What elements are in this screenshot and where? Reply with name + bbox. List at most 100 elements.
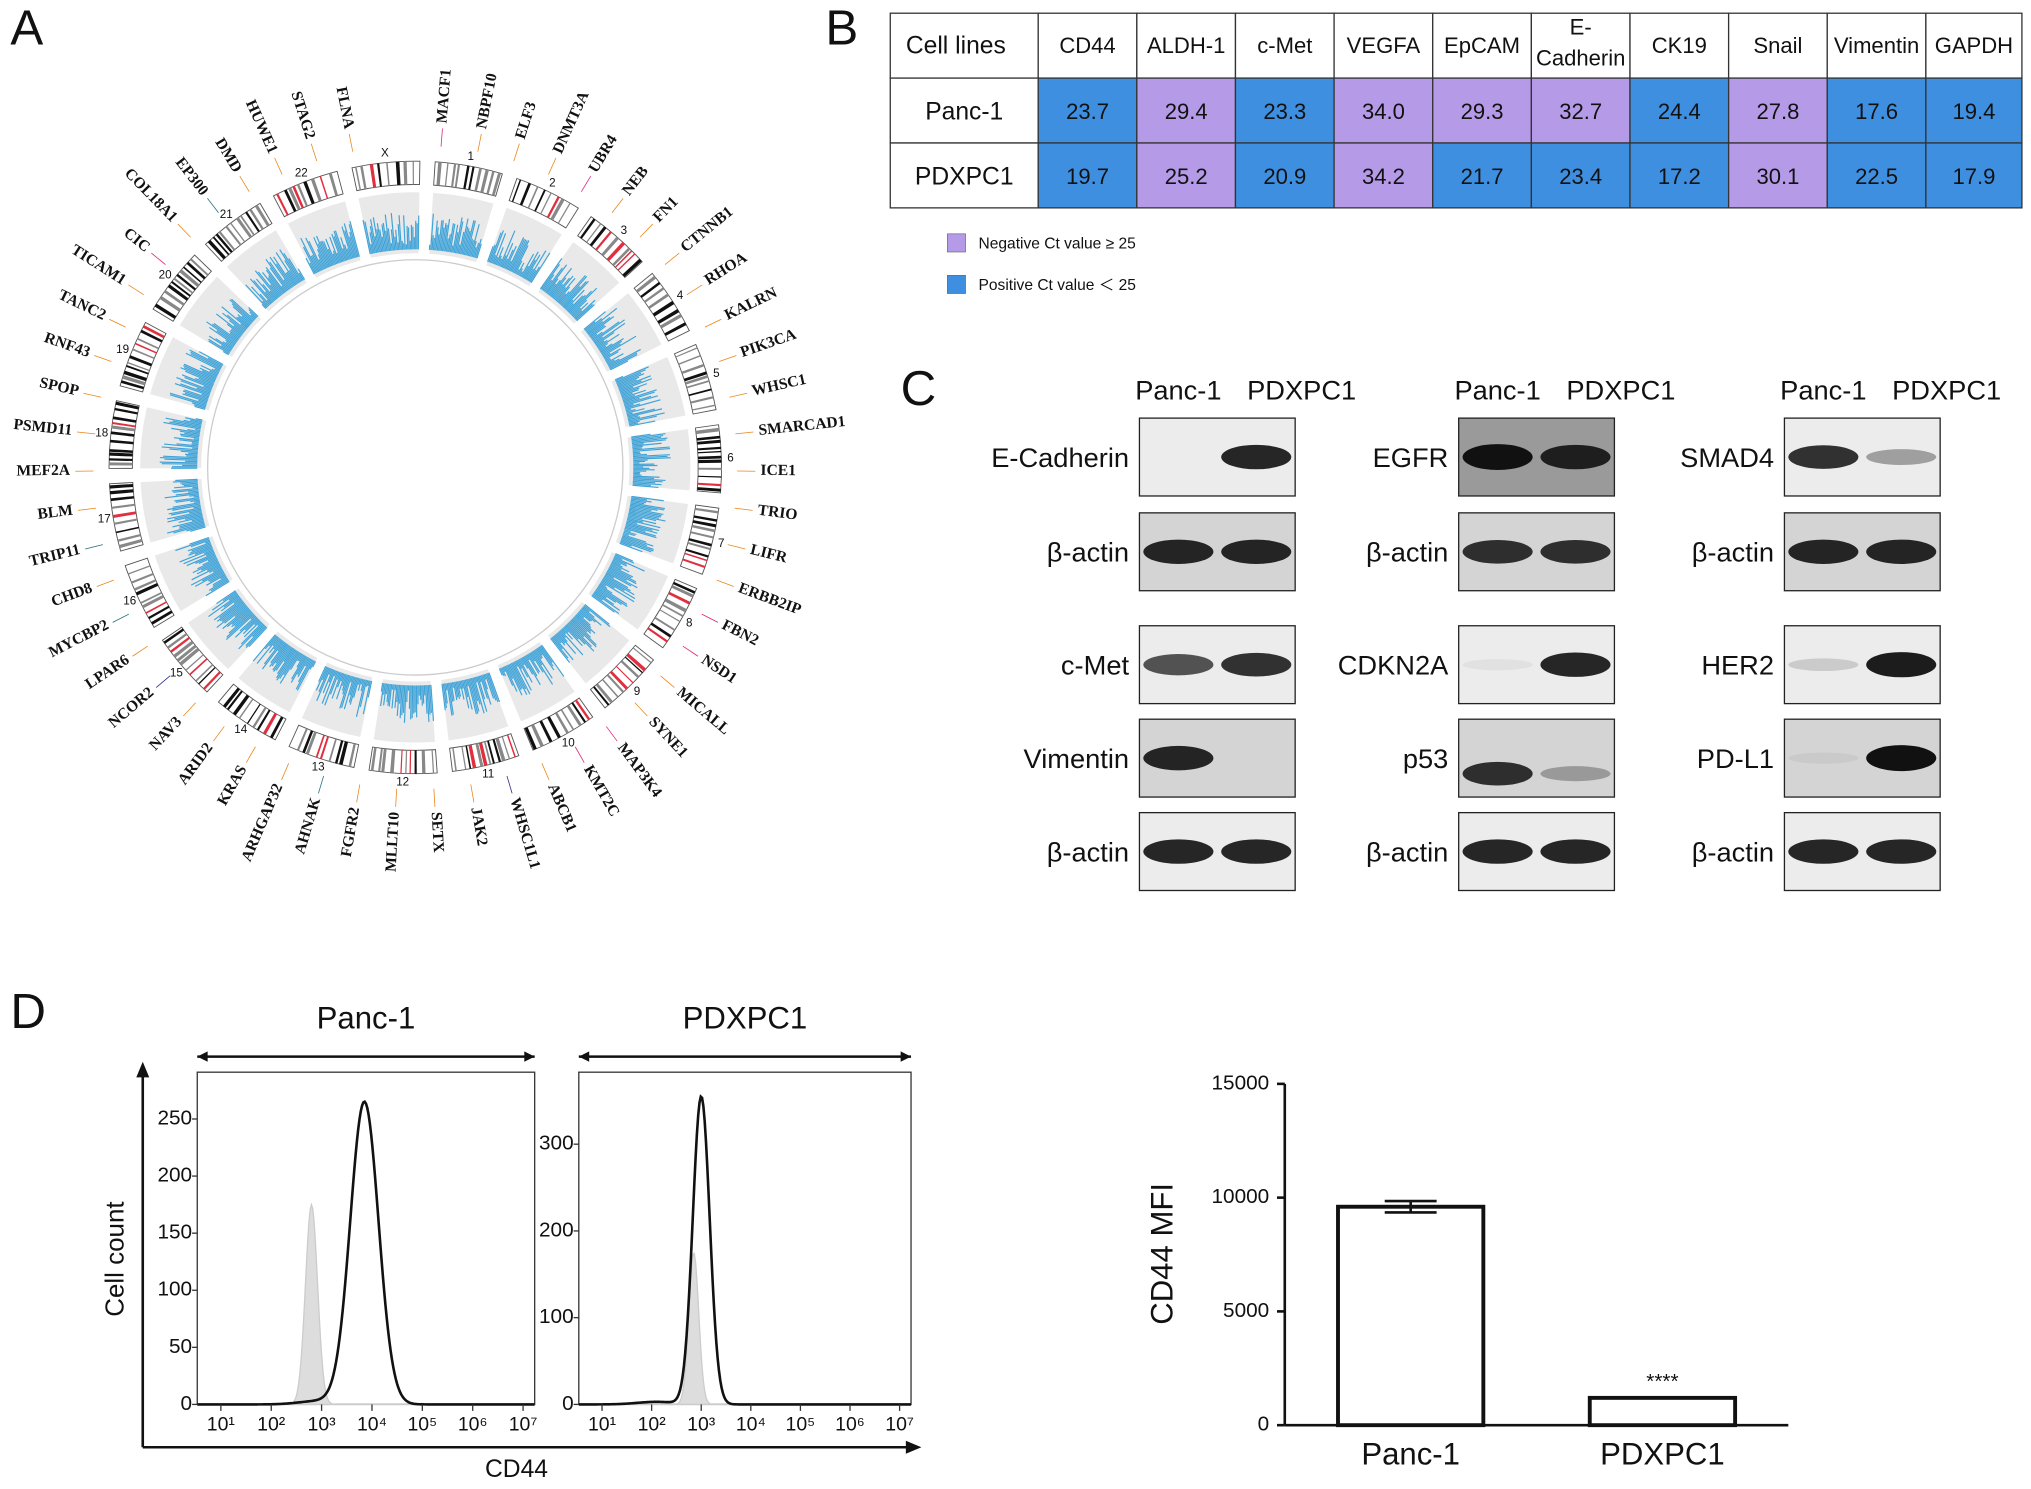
- cnv-bar: [337, 672, 344, 688]
- cnv-bar: [323, 241, 334, 266]
- cnv-bar: [491, 254, 497, 264]
- y-tick-label: 250: [157, 1106, 192, 1129]
- cnv-bar: [212, 567, 222, 573]
- gene-label: WHSC1: [750, 371, 808, 400]
- cnv-bar: [209, 572, 226, 583]
- cnv-bar: [178, 516, 204, 524]
- cnv-bar: [225, 613, 255, 640]
- x-tick-label: 10²: [638, 1413, 667, 1435]
- cnv-bar: [526, 268, 534, 281]
- cnv-bar: [583, 605, 611, 628]
- cnv-bar: [459, 680, 465, 700]
- cnv-bar: [508, 238, 526, 271]
- chromosome-label: 10: [562, 736, 575, 749]
- band: [110, 431, 135, 437]
- band: [606, 674, 625, 693]
- cnv-bar: [631, 436, 662, 442]
- band: [183, 266, 202, 283]
- y-tick-label: 0: [1258, 1413, 1270, 1436]
- cnv-bar: [341, 675, 352, 708]
- table-cell: [1727, 77, 1828, 144]
- cnv-bar: [612, 560, 621, 566]
- cnv-bar: [471, 240, 477, 258]
- cnv-bar: [590, 333, 598, 340]
- gene-label: JAK2: [467, 806, 490, 847]
- cnv-bar: [187, 541, 211, 552]
- cnv-bar: [308, 240, 324, 271]
- band: [451, 163, 457, 188]
- cnv-bar: [591, 331, 603, 341]
- cnv-bar: [298, 654, 304, 662]
- cnv-bar: [631, 439, 666, 445]
- cnv-bar: [620, 383, 648, 394]
- band: [403, 161, 408, 185]
- cnv-bar: [286, 271, 297, 286]
- gene-label: UBR4: [585, 132, 621, 176]
- cnv-bar: [288, 258, 303, 282]
- cnv-bar: [604, 575, 631, 592]
- cnv-bar: [240, 323, 248, 330]
- cnv-bar: [174, 512, 203, 520]
- cnv-bar: [216, 590, 236, 605]
- cnv-bar: [193, 404, 206, 409]
- x-tick-label: 10⁴: [357, 1413, 387, 1435]
- cnv-bar: [467, 678, 477, 715]
- cnv-bar: [510, 662, 528, 696]
- cnv-bar: [298, 658, 312, 683]
- band: [678, 354, 701, 365]
- cnv-bar: [521, 657, 529, 669]
- cnv-bar: [430, 684, 435, 721]
- cnv-bar: [613, 556, 645, 572]
- gene-leader: [207, 198, 219, 213]
- band: [148, 605, 170, 620]
- y-axis-label: CD44 MFI: [1144, 1183, 1179, 1325]
- band: [501, 736, 511, 760]
- cnv-bar: [615, 369, 646, 383]
- cnv-bar: [589, 324, 605, 337]
- protein-label: EGFR: [1373, 442, 1449, 473]
- header-text: CK19: [1652, 33, 1707, 58]
- band: [189, 658, 208, 676]
- inner-ring: [206, 259, 624, 676]
- cnv-bar: [318, 667, 330, 693]
- cnv-bar: [396, 684, 399, 703]
- cnv-bar: [269, 256, 292, 289]
- cnv-bar: [189, 544, 212, 554]
- cnv-bar: [359, 679, 368, 708]
- cnv-bar: [563, 626, 569, 633]
- cnv-bar: [187, 428, 201, 433]
- cnv-bar: [198, 399, 208, 404]
- band: [176, 644, 197, 662]
- cnv-bar: [427, 685, 431, 715]
- cnv-bar: [458, 680, 461, 689]
- cnv-bar: [633, 475, 660, 478]
- cnv-bar: [459, 218, 469, 255]
- protein-label: PD-L1: [1697, 743, 1774, 774]
- cnv-bar: [374, 236, 379, 253]
- cell-text: 19.4: [1952, 99, 1995, 124]
- cnv-bar: [226, 314, 247, 331]
- cnv-bar: [263, 640, 283, 665]
- band: [1143, 839, 1214, 864]
- cnv-bar: [192, 560, 219, 574]
- band: [109, 449, 133, 453]
- cnv-bar: [228, 593, 239, 601]
- cnv-bar: [336, 671, 341, 680]
- cnv-bar: [603, 576, 635, 596]
- band: [369, 164, 377, 188]
- band: [222, 687, 240, 708]
- cnv-bar: [395, 229, 398, 251]
- cnv-bar: [216, 600, 244, 622]
- cnv-bar: [550, 277, 567, 298]
- x-tick-label: 10³: [308, 1413, 337, 1435]
- band: [109, 458, 133, 462]
- chromosome-label: 3: [621, 224, 627, 237]
- cnv-bar: [614, 554, 635, 564]
- cnv-bar: [277, 641, 286, 652]
- band: [131, 572, 154, 584]
- band: [546, 196, 560, 219]
- cnv-bar: [256, 636, 279, 664]
- cnv-bar: [222, 606, 249, 630]
- cnv-bar: [495, 247, 504, 266]
